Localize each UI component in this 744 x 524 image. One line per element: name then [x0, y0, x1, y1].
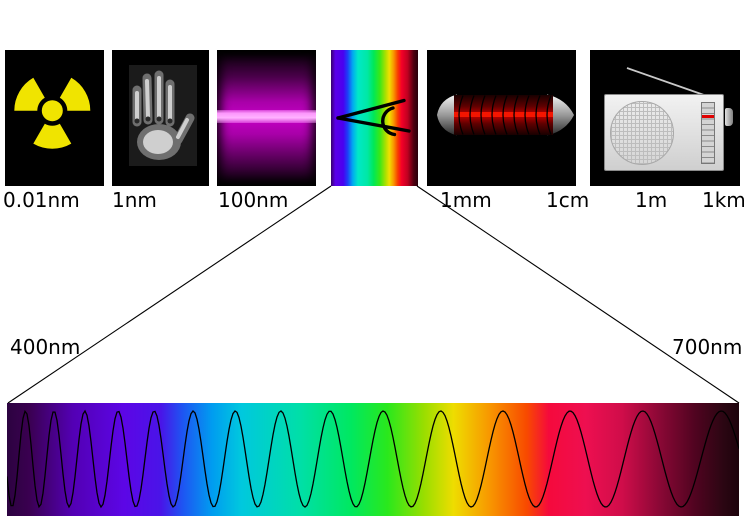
uv-panel — [217, 50, 316, 186]
label-700nm: 700nm — [672, 335, 743, 359]
tuning-knob — [725, 108, 733, 126]
label-400nm: 400nm — [10, 335, 81, 359]
radiation-trefoil-icon — [14, 77, 91, 149]
antenna-icon — [626, 67, 705, 96]
scale-label-microwave-start: 1mm — [440, 188, 492, 212]
scale-label-radio-start: 1m — [635, 188, 668, 212]
scale-label-gamma: 0.01nm — [3, 188, 80, 212]
speaker-grille — [610, 101, 674, 165]
uv-beam — [217, 110, 316, 123]
microwave-panel — [427, 50, 576, 186]
radio-receiver-icon — [604, 94, 733, 171]
scale-label-radio-end: 1km — [702, 188, 744, 212]
eye-icon — [336, 98, 411, 137]
visible-light-panel — [331, 50, 418, 186]
xray-hand-icon — [129, 65, 197, 166]
visible-spectrum-bar — [7, 403, 739, 516]
gamma-ray-panel — [5, 50, 104, 186]
radio-panel — [590, 50, 740, 186]
scale-label-xray: 1nm — [112, 188, 157, 212]
tuner-marker — [702, 115, 714, 118]
xray-panel — [112, 50, 209, 186]
light-wave — [7, 409, 739, 509]
scale-label-microwave-end: 1cm — [546, 188, 590, 212]
light-wave-path — [7, 409, 739, 509]
tuning-scale — [701, 102, 715, 164]
heating-element-icon — [437, 94, 574, 136]
scale-label-uv: 100nm — [218, 188, 289, 212]
